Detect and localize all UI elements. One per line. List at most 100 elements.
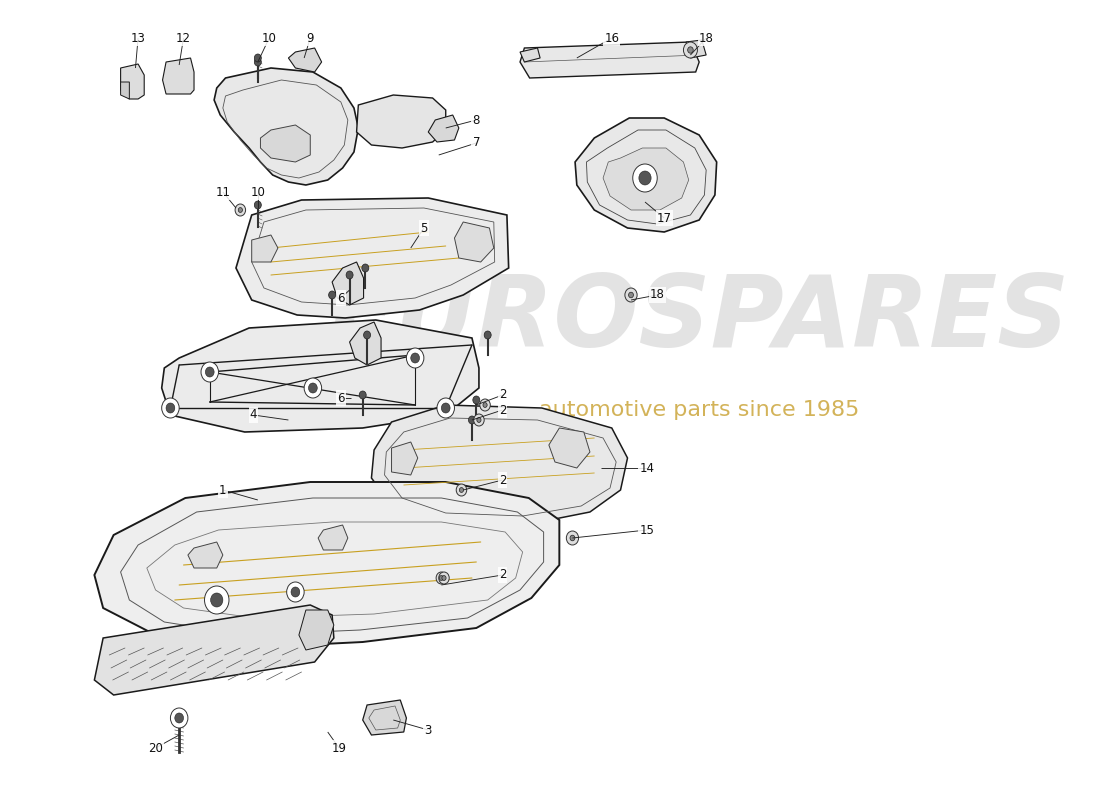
Circle shape (206, 367, 214, 377)
Text: 2: 2 (498, 389, 506, 402)
Circle shape (210, 593, 223, 607)
Circle shape (632, 164, 657, 192)
Polygon shape (261, 125, 310, 162)
Circle shape (484, 331, 492, 339)
Circle shape (175, 713, 184, 723)
Circle shape (235, 204, 245, 216)
Text: 15: 15 (639, 523, 654, 537)
Polygon shape (214, 68, 359, 185)
Circle shape (364, 331, 371, 339)
Circle shape (628, 292, 634, 298)
Text: 18: 18 (698, 31, 714, 45)
Circle shape (292, 587, 300, 597)
Circle shape (162, 398, 179, 418)
Circle shape (287, 582, 304, 602)
Circle shape (254, 54, 262, 62)
Polygon shape (188, 542, 223, 568)
Polygon shape (686, 40, 706, 58)
Text: 3: 3 (425, 723, 432, 737)
Text: 1: 1 (219, 483, 227, 497)
Circle shape (170, 708, 188, 728)
Polygon shape (236, 198, 508, 318)
Circle shape (570, 535, 575, 541)
Text: 20: 20 (148, 742, 163, 754)
Polygon shape (549, 428, 590, 468)
Circle shape (362, 264, 369, 272)
Polygon shape (95, 605, 334, 695)
Polygon shape (288, 48, 321, 72)
Text: 2: 2 (498, 569, 506, 582)
Polygon shape (163, 58, 194, 94)
Circle shape (474, 414, 484, 426)
Circle shape (483, 402, 487, 407)
Polygon shape (299, 610, 334, 650)
Text: 9: 9 (307, 31, 314, 45)
Text: 4: 4 (250, 409, 257, 422)
Circle shape (254, 201, 262, 209)
Circle shape (304, 378, 321, 398)
Circle shape (476, 418, 481, 422)
Text: 13: 13 (131, 31, 145, 45)
Circle shape (441, 403, 450, 413)
Circle shape (439, 576, 443, 581)
Polygon shape (454, 222, 494, 262)
Polygon shape (575, 118, 717, 232)
Circle shape (308, 383, 317, 393)
Polygon shape (363, 700, 406, 735)
Text: automotive parts since 1985: automotive parts since 1985 (539, 400, 859, 420)
Circle shape (254, 58, 262, 66)
Text: 2: 2 (498, 403, 506, 417)
Polygon shape (95, 482, 559, 648)
Circle shape (436, 572, 447, 584)
Circle shape (456, 484, 466, 496)
Circle shape (166, 403, 175, 413)
Polygon shape (520, 42, 700, 78)
Circle shape (688, 46, 693, 53)
Polygon shape (332, 262, 364, 305)
Text: 8: 8 (473, 114, 480, 126)
Circle shape (442, 576, 447, 581)
Circle shape (239, 208, 242, 212)
Polygon shape (121, 82, 130, 99)
Circle shape (639, 171, 651, 185)
Circle shape (439, 572, 449, 584)
Circle shape (625, 288, 637, 302)
Circle shape (437, 398, 454, 418)
Text: 2: 2 (498, 474, 506, 486)
Text: 7: 7 (473, 137, 480, 150)
Circle shape (205, 586, 229, 614)
Text: 10: 10 (262, 31, 276, 45)
Text: 16: 16 (604, 31, 619, 45)
Text: 5: 5 (420, 222, 428, 234)
Polygon shape (350, 322, 381, 365)
Text: 19: 19 (331, 742, 346, 754)
Text: 12: 12 (176, 31, 191, 45)
Circle shape (566, 531, 579, 545)
Polygon shape (372, 405, 627, 525)
Text: 18: 18 (650, 289, 664, 302)
Circle shape (360, 391, 366, 399)
Text: 10: 10 (251, 186, 265, 198)
Polygon shape (392, 442, 418, 475)
Circle shape (406, 348, 424, 368)
Polygon shape (252, 235, 278, 262)
Text: 6: 6 (337, 291, 344, 305)
Circle shape (329, 291, 336, 299)
Polygon shape (356, 95, 446, 148)
Polygon shape (318, 525, 348, 550)
Circle shape (473, 396, 480, 404)
Circle shape (201, 362, 219, 382)
Polygon shape (428, 115, 459, 142)
Circle shape (410, 353, 419, 363)
Circle shape (480, 399, 491, 411)
Circle shape (469, 416, 475, 424)
Polygon shape (520, 48, 540, 62)
Circle shape (460, 488, 463, 492)
Circle shape (346, 271, 353, 279)
Polygon shape (603, 148, 689, 210)
Text: 14: 14 (639, 462, 654, 474)
Circle shape (683, 42, 697, 58)
Text: EUROSPARES: EUROSPARES (328, 271, 1070, 369)
Text: 17: 17 (657, 211, 672, 225)
Text: 6: 6 (337, 391, 344, 405)
